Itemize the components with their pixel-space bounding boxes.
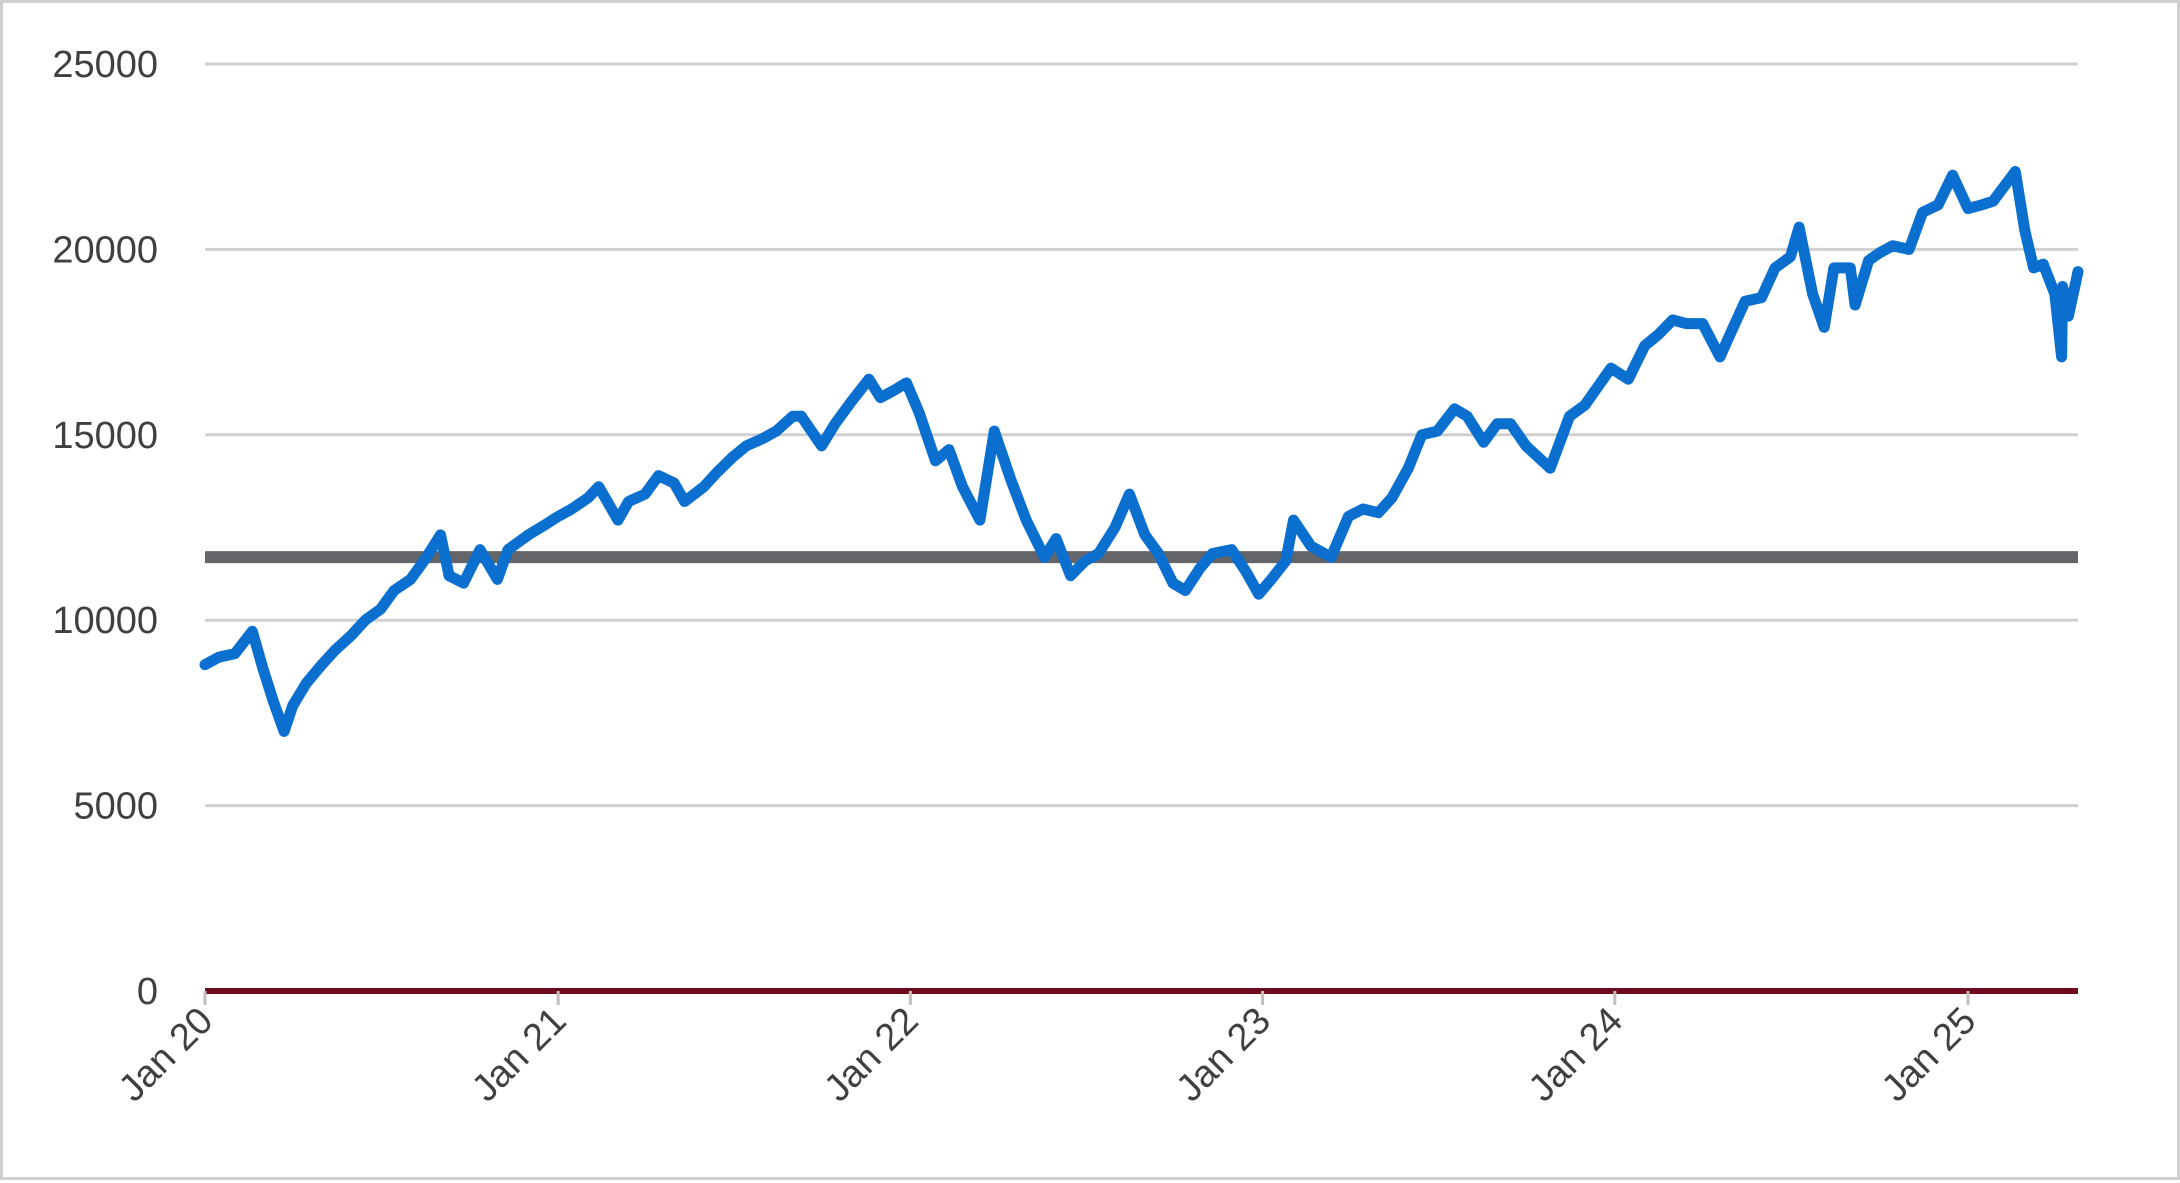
x-tick-label: Jan 20 bbox=[111, 1000, 221, 1110]
series-line bbox=[199, 166, 2084, 737]
y-axis-tick-labels: 0 5000 10000 15000 20000 25000 bbox=[52, 44, 158, 1013]
x-tick-label: Jan 24 bbox=[1521, 1000, 1631, 1110]
x-tick-label: Jan 21 bbox=[464, 1000, 574, 1110]
y-tick-label: 20000 bbox=[52, 229, 158, 271]
gridlines bbox=[205, 62, 2078, 808]
x-tick-label: Jan 23 bbox=[1169, 1000, 1279, 1110]
y-tick-label: 0 bbox=[137, 971, 158, 1013]
reference-lines bbox=[205, 551, 2078, 994]
x-tick-label: Jan 25 bbox=[1874, 1000, 1984, 1110]
y-tick-label: 10000 bbox=[52, 600, 158, 642]
series-layer bbox=[199, 166, 2084, 737]
y-tick-label: 25000 bbox=[52, 44, 158, 86]
y-tick-label: 15000 bbox=[52, 415, 158, 457]
x-tick-label: Jan 22 bbox=[816, 1000, 926, 1110]
y-tick-label: 5000 bbox=[73, 786, 158, 828]
x-axis: Jan 20 Jan 21 Jan 22 Jan 23 Jan 24 Jan 25 bbox=[111, 991, 1984, 1110]
